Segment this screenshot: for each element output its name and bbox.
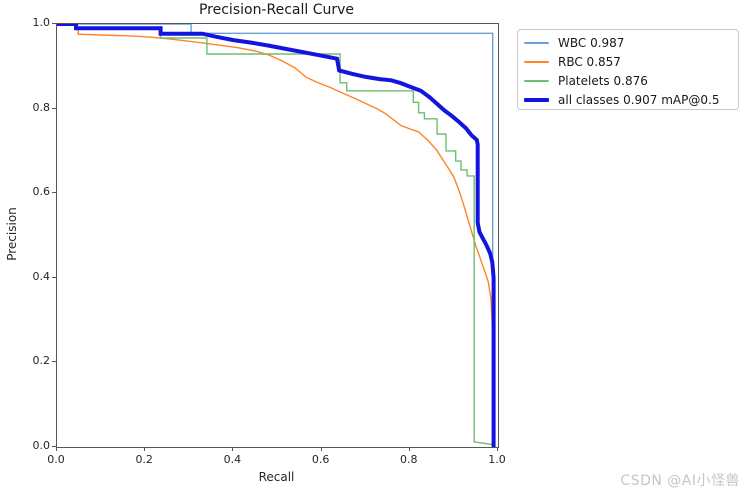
legend-swatch-line [524, 60, 549, 63]
legend-label: all classes 0.907 mAP@0.5 [558, 92, 720, 107]
y-tick-label: 0.8 [32, 100, 51, 114]
x-tick-mark [56, 447, 57, 451]
y-tick-mark [52, 23, 56, 24]
legend-item: Platelets 0.876 [524, 71, 738, 90]
y-tick-mark [52, 107, 56, 109]
legend-item: RBC 0.857 [524, 52, 738, 71]
x-tick-label: 0.2 [135, 453, 153, 466]
curve-platelets [159, 26, 495, 447]
legend-swatch-line [524, 41, 549, 44]
x-tick-mark [232, 447, 234, 451]
curve-all [57, 24, 496, 447]
legend-swatch-line [524, 79, 549, 82]
watermark: CSDN @AI小怪兽 [620, 473, 740, 489]
legend-label: WBC 0.987 [558, 35, 625, 50]
x-tick-mark [320, 447, 322, 451]
x-tick-label: 0.0 [47, 453, 65, 466]
y-tick-label: 1.0 [32, 16, 51, 29]
curve-wbc [57, 24, 494, 447]
chart-title: Precision-Recall Curve [198, 2, 355, 18]
y-tick-mark [52, 446, 56, 447]
x-tick-mark [408, 447, 410, 451]
y-tick-mark [52, 361, 56, 363]
x-tick-label: 1.0 [488, 453, 506, 466]
x-axis-label: Recall [258, 470, 295, 484]
y-tick-label: 0.6 [32, 185, 51, 199]
y-tick-label: 0.0 [32, 439, 51, 452]
x-tick-label: 0.4 [223, 453, 242, 466]
x-tick-mark [144, 447, 146, 451]
y-tick-label: 0.4 [32, 269, 51, 283]
y-tick-mark [52, 276, 56, 278]
x-tick-label: 0.6 [311, 453, 330, 466]
legend-item: all classes 0.907 mAP@0.5 [524, 90, 738, 109]
y-tick-mark [52, 192, 56, 194]
y-axis-label: Precision [5, 207, 19, 261]
legend-label: Platelets 0.876 [558, 73, 648, 88]
curve-rbc [77, 26, 495, 439]
legend-swatch-line [524, 97, 549, 102]
y-tick-label: 0.2 [32, 354, 51, 368]
plot-area [56, 23, 499, 448]
legend-item: WBC 0.987 [524, 33, 738, 52]
legend-label: RBC 0.857 [558, 54, 621, 69]
x-tick-label: 0.8 [400, 453, 418, 466]
x-tick-mark [497, 447, 498, 451]
legend-box: WBC 0.987 RBC 0.857 Platelets 0.876 all cla… [517, 29, 739, 110]
curves-canvas [57, 24, 496, 447]
